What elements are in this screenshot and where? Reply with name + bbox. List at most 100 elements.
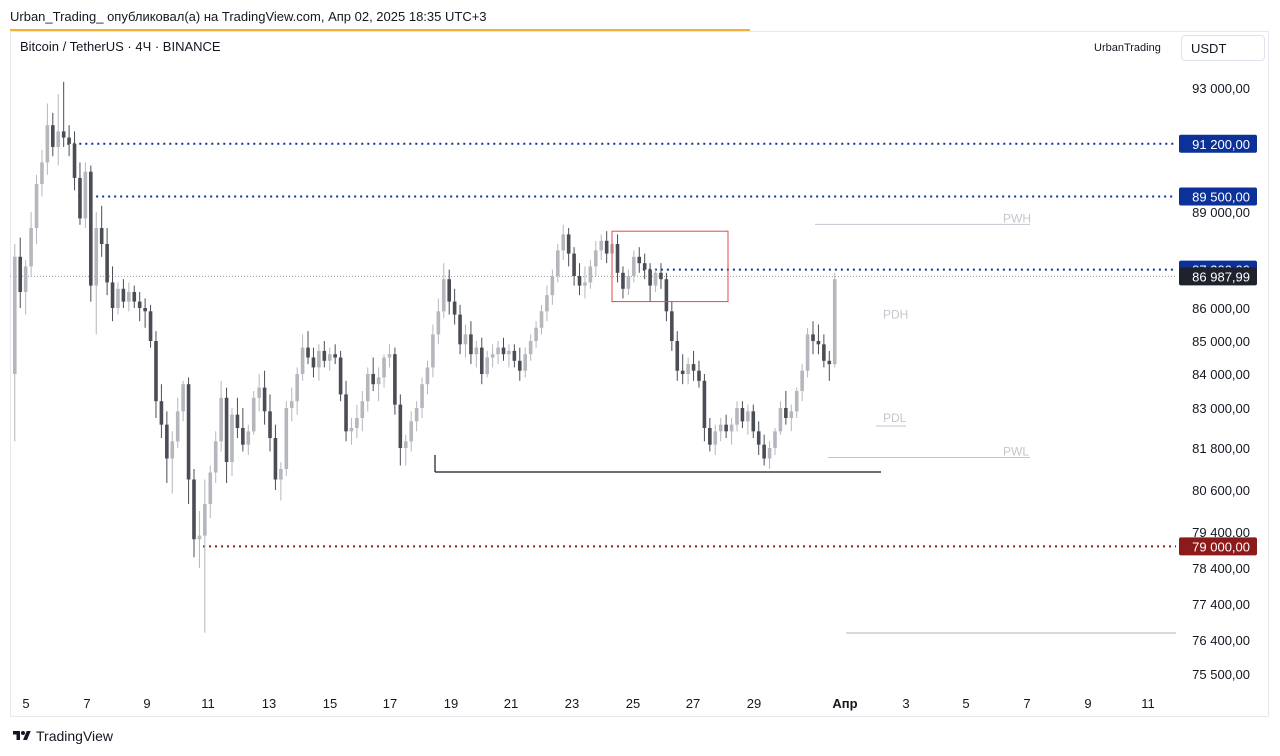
candle-body: [197, 535, 202, 540]
candle: [170, 431, 175, 494]
price-tick-label: 86 000,00: [1192, 301, 1250, 316]
candle-body: [599, 240, 604, 251]
candle-body: [89, 171, 93, 286]
time-tick-label: 3: [902, 696, 909, 711]
header-underline: [10, 29, 750, 31]
candle: [447, 269, 451, 315]
candle: [251, 391, 256, 435]
candle: [13, 244, 17, 442]
candle-body: [355, 418, 359, 428]
candle-body: [51, 125, 55, 147]
candle: [746, 404, 750, 435]
candle: [376, 367, 381, 402]
time-tick-label: 17: [383, 696, 397, 711]
time-tick-label: 27: [686, 696, 700, 711]
candle-body: [740, 408, 745, 422]
candle: [387, 344, 392, 368]
candle-body: [659, 272, 663, 280]
candle-body: [382, 357, 386, 378]
candle: [284, 401, 289, 476]
candle: [132, 285, 137, 308]
candle: [99, 205, 104, 257]
price-tick-label: 93 000,00: [1192, 81, 1250, 96]
candle-body: [479, 347, 484, 374]
candle-body: [110, 282, 115, 308]
candle-body: [572, 253, 576, 276]
candle-body: [485, 357, 490, 374]
candle-body: [832, 279, 837, 365]
candle-body: [175, 411, 180, 442]
candle: [72, 131, 77, 191]
candle: [18, 237, 23, 308]
candle: [501, 337, 506, 361]
level-lines: [10, 142, 1176, 634]
candle: [398, 394, 403, 466]
candle: [425, 360, 430, 395]
candle-body: [637, 256, 642, 264]
candle: [289, 387, 294, 422]
candle: [653, 269, 658, 292]
candle-body: [34, 184, 39, 228]
price-tick-label: 84 000,00: [1192, 367, 1250, 382]
candle: [393, 347, 397, 415]
candle-body: [436, 311, 441, 335]
time-axis: 5 7 9 11 13 15 17 19 21 23 25 27 29 Апр 3 5 7 9 11: [22, 696, 1154, 711]
price-tick-label: 80 600,00: [1192, 483, 1250, 498]
candle-body: [306, 347, 310, 358]
candle-body: [23, 266, 28, 292]
tradingview-footer[interactable]: TradingView: [12, 728, 113, 744]
candle-body: [469, 334, 473, 355]
candle-body: [648, 269, 652, 286]
candle: [230, 408, 234, 476]
candle: [89, 165, 93, 302]
candle: [583, 266, 587, 299]
candle-body: [40, 162, 44, 185]
candle-body: [257, 387, 261, 398]
candle-body: [452, 301, 457, 315]
candle: [219, 380, 223, 452]
candle-body: [137, 301, 142, 308]
candle-body: [800, 370, 804, 391]
candle: [203, 479, 207, 633]
price-tick-label: 75 500,00: [1192, 667, 1250, 682]
candle-body: [621, 272, 625, 289]
candle: [729, 418, 734, 445]
candle-body: [224, 397, 229, 462]
candle-body: [501, 347, 506, 355]
candle: [648, 263, 652, 302]
candle: [811, 321, 815, 355]
time-tick-label: 13: [262, 696, 276, 711]
candle: [789, 404, 794, 432]
currency-selector[interactable]: USDT: [1181, 35, 1265, 61]
candle: [208, 465, 213, 518]
candle-body: [344, 394, 348, 432]
candle: [154, 331, 158, 418]
candle: [751, 404, 756, 438]
price-tag-bg: [1179, 537, 1257, 556]
price-tag-label: 89 500,00: [1192, 190, 1250, 205]
candle-body: [338, 357, 343, 395]
candle-body: [360, 401, 365, 418]
candle-body: [718, 424, 723, 432]
candle-body: [447, 279, 451, 302]
candle: [816, 324, 821, 355]
candle: [262, 370, 267, 425]
candle: [127, 282, 131, 312]
price-tag: 79 000,00: [1179, 537, 1257, 556]
candle-body: [784, 408, 788, 418]
candle: [512, 344, 517, 368]
candle: [311, 347, 316, 378]
candle: [67, 125, 71, 157]
candle: [436, 298, 441, 345]
candle-body: [289, 401, 294, 408]
candle-body: [751, 411, 756, 432]
time-tick-label: Апр: [832, 696, 857, 711]
candle-body: [165, 424, 169, 459]
candle: [83, 162, 88, 228]
candle-body: [365, 374, 370, 402]
time-tick-label: 11: [1141, 696, 1155, 711]
candle: [523, 347, 528, 378]
candle-body: [56, 131, 61, 147]
candle-body: [756, 431, 761, 445]
